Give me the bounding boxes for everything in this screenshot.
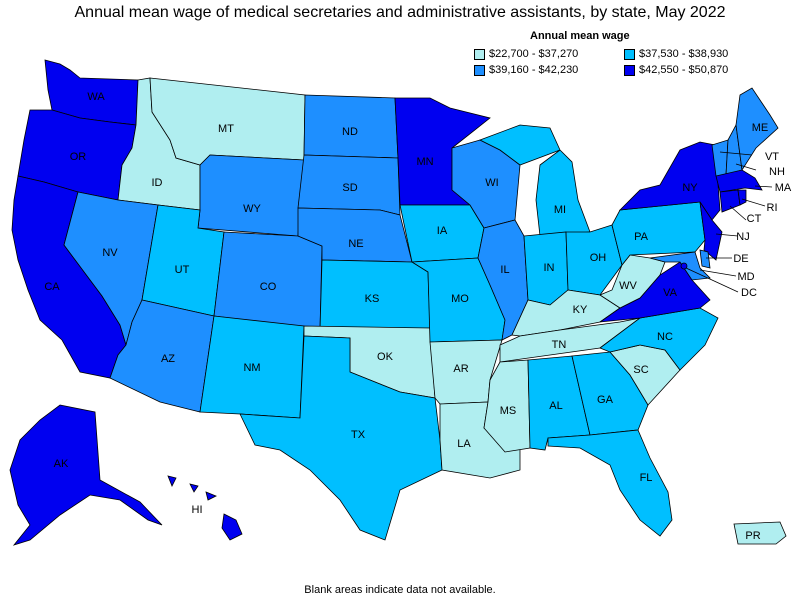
label-oh: OH bbox=[590, 252, 607, 264]
label-ut: UT bbox=[175, 264, 190, 276]
label-ct: CT bbox=[747, 213, 762, 225]
legend-item: $37,530 - $38,930 bbox=[624, 47, 774, 61]
label-fl: FL bbox=[640, 472, 653, 484]
label-ca: CA bbox=[44, 281, 60, 293]
label-ks: KS bbox=[365, 293, 380, 305]
state-tn[interactable] bbox=[499, 317, 641, 363]
label-nc: NC bbox=[657, 331, 673, 343]
label-tn: TN bbox=[552, 339, 567, 351]
state-mi[interactable] bbox=[479, 124, 591, 237]
label-in: IN bbox=[544, 262, 555, 274]
legend: Annual mean wage $22,700 - $37,270 $37,5… bbox=[474, 30, 774, 77]
legend-swatch bbox=[624, 48, 635, 60]
label-hi: HI bbox=[192, 504, 203, 516]
legend-swatch bbox=[474, 48, 485, 60]
state-fl[interactable] bbox=[547, 429, 673, 537]
state-ak[interactable] bbox=[9, 404, 163, 546]
label-tx: TX bbox=[351, 429, 366, 441]
label-pa: PA bbox=[634, 231, 649, 243]
label-az: AZ bbox=[161, 353, 175, 365]
state-hi[interactable] bbox=[167, 475, 243, 541]
label-ak: AK bbox=[54, 458, 69, 470]
label-wa: WA bbox=[87, 91, 105, 103]
legend-label: $39,160 - $42,230 bbox=[489, 64, 579, 76]
label-ia: IA bbox=[437, 225, 448, 237]
label-or: OR bbox=[70, 151, 87, 163]
label-ma: MA bbox=[775, 182, 792, 194]
label-nd: ND bbox=[342, 126, 358, 138]
legend-item: $22,700 - $37,270 bbox=[474, 47, 624, 61]
state-ct[interactable] bbox=[719, 189, 741, 213]
label-al: AL bbox=[549, 400, 562, 412]
label-pr: PR bbox=[745, 530, 760, 542]
legend-item: $42,550 - $50,870 bbox=[624, 63, 774, 77]
label-de: DE bbox=[733, 253, 748, 265]
state-wy[interactable] bbox=[197, 154, 305, 237]
legend-title: Annual mean wage bbox=[530, 30, 630, 42]
label-la: LA bbox=[457, 438, 471, 450]
state-ri[interactable] bbox=[737, 189, 747, 206]
state-de[interactable] bbox=[699, 249, 711, 269]
label-mo: MO bbox=[451, 293, 469, 305]
label-ar: AR bbox=[453, 363, 468, 375]
label-mt: MT bbox=[218, 123, 234, 135]
state-il[interactable] bbox=[477, 219, 529, 341]
state-pr[interactable] bbox=[733, 521, 787, 545]
label-sd: SD bbox=[342, 182, 357, 194]
label-va: VA bbox=[663, 287, 678, 299]
label-nj: NJ bbox=[736, 231, 749, 243]
label-ri: RI bbox=[767, 202, 778, 214]
label-co: CO bbox=[260, 281, 277, 293]
legend-swatch bbox=[474, 64, 485, 76]
map-title: Annual mean wage of medical secretaries … bbox=[74, 4, 726, 21]
state-nj[interactable] bbox=[699, 201, 723, 261]
label-nv: NV bbox=[102, 247, 118, 259]
state-md[interactable] bbox=[649, 251, 711, 281]
label-mn: MN bbox=[416, 156, 433, 168]
label-id: ID bbox=[152, 177, 163, 189]
legend-swatch bbox=[624, 64, 635, 76]
label-ok: OK bbox=[377, 351, 394, 363]
state-dc[interactable] bbox=[680, 262, 688, 270]
footnote: Blank areas indicate data not available. bbox=[304, 584, 496, 596]
legend-label: $37,530 - $38,930 bbox=[639, 48, 729, 60]
label-mi: MI bbox=[554, 204, 566, 216]
label-ne: NE bbox=[348, 238, 363, 250]
label-vt: VT bbox=[765, 151, 779, 163]
state-tx[interactable] bbox=[239, 335, 443, 541]
label-wv: WV bbox=[619, 280, 637, 292]
label-nh: NH bbox=[769, 166, 785, 178]
label-md: MD bbox=[737, 271, 754, 283]
legend-label: $42,550 - $50,870 bbox=[639, 64, 729, 76]
label-wy: WY bbox=[243, 203, 261, 215]
legend-label: $22,700 - $37,270 bbox=[489, 48, 579, 60]
label-ga: GA bbox=[597, 394, 614, 406]
label-sc: SC bbox=[633, 364, 648, 376]
label-nm: NM bbox=[243, 362, 260, 374]
label-il: IL bbox=[500, 264, 509, 276]
label-ny: NY bbox=[682, 182, 698, 194]
legend-item: $39,160 - $42,230 bbox=[474, 63, 624, 77]
label-dc: DC bbox=[741, 287, 757, 299]
label-ky: KY bbox=[573, 304, 588, 316]
label-me: ME bbox=[752, 122, 769, 134]
label-wi: WI bbox=[485, 177, 498, 189]
label-ms: MS bbox=[500, 405, 517, 417]
